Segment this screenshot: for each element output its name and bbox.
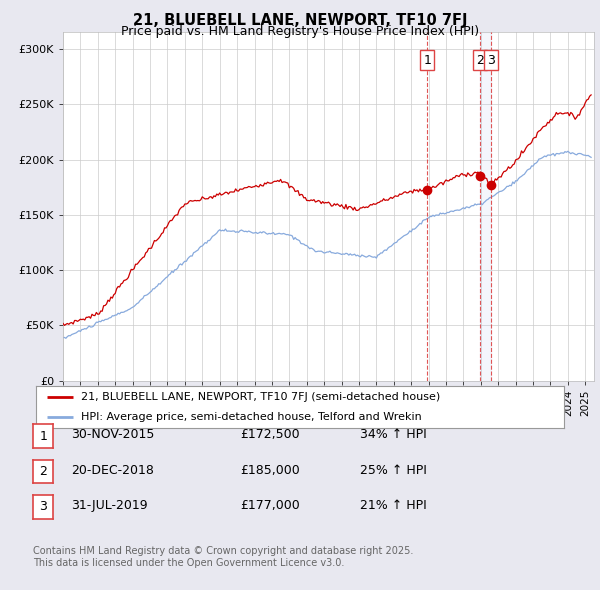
Text: Price paid vs. HM Land Registry's House Price Index (HPI): Price paid vs. HM Land Registry's House … xyxy=(121,25,479,38)
Text: HPI: Average price, semi-detached house, Telford and Wrekin: HPI: Average price, semi-detached house,… xyxy=(81,412,422,422)
Text: 34% ↑ HPI: 34% ↑ HPI xyxy=(360,428,427,441)
Text: Contains HM Land Registry data © Crown copyright and database right 2025.: Contains HM Land Registry data © Crown c… xyxy=(33,546,413,556)
Text: 21, BLUEBELL LANE, NEWPORT, TF10 7FJ (semi-detached house): 21, BLUEBELL LANE, NEWPORT, TF10 7FJ (se… xyxy=(81,392,440,402)
Text: 3: 3 xyxy=(39,500,47,513)
Text: £185,000: £185,000 xyxy=(240,464,300,477)
Text: 1: 1 xyxy=(39,430,47,442)
Text: 2: 2 xyxy=(39,465,47,478)
Text: 25% ↑ HPI: 25% ↑ HPI xyxy=(360,464,427,477)
Text: £172,500: £172,500 xyxy=(240,428,299,441)
Text: This data is licensed under the Open Government Licence v3.0.: This data is licensed under the Open Gov… xyxy=(33,558,344,568)
Text: 21% ↑ HPI: 21% ↑ HPI xyxy=(360,499,427,512)
Bar xyxy=(481,32,491,381)
Text: 2: 2 xyxy=(476,54,484,67)
Text: £177,000: £177,000 xyxy=(240,499,300,512)
Text: 20-DEC-2018: 20-DEC-2018 xyxy=(71,464,154,477)
Text: 21, BLUEBELL LANE, NEWPORT, TF10 7FJ: 21, BLUEBELL LANE, NEWPORT, TF10 7FJ xyxy=(133,13,467,28)
Text: 30-NOV-2015: 30-NOV-2015 xyxy=(71,428,154,441)
Text: 3: 3 xyxy=(487,54,495,67)
Text: 1: 1 xyxy=(423,54,431,67)
Text: 31-JUL-2019: 31-JUL-2019 xyxy=(71,499,148,512)
